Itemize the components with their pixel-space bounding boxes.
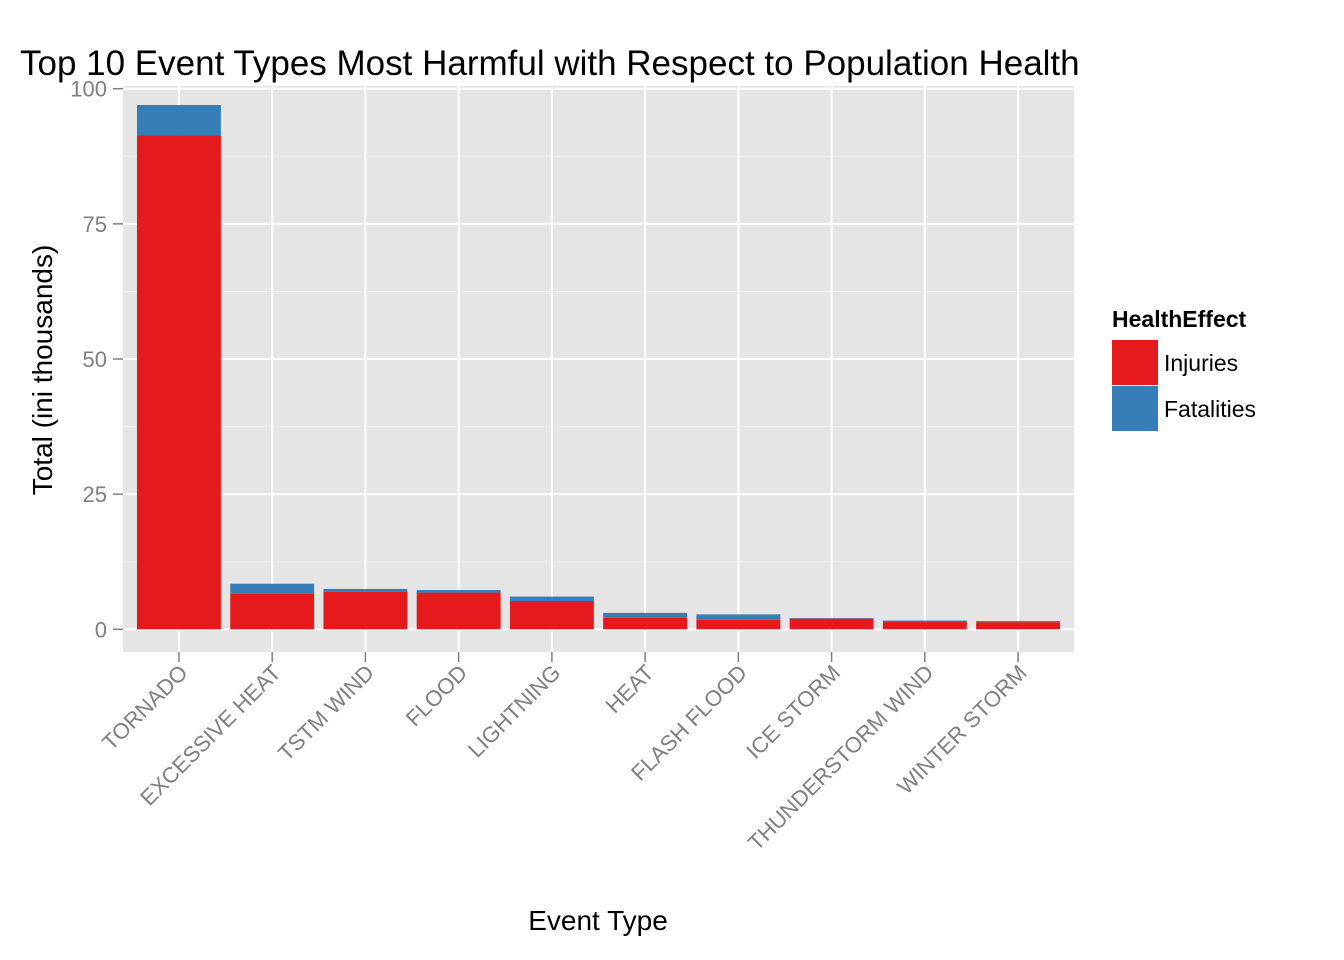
plot-panel [123,86,1074,652]
y-tick-label: 50 [83,347,107,372]
bar-injuries-flood [416,592,501,630]
x-tick-label: TORNADO [97,660,192,755]
bar-injuries-heat [603,617,688,630]
x-tick-label: FLOOD [401,660,472,731]
legend-key-injuries [1112,340,1158,385]
legend: HealthEffect Injuries Fatalities [1111,306,1256,432]
y-axis-title: Total (ini thousands) [27,245,58,496]
y-tick-label: 0 [95,617,107,642]
bar-injuries-lightning [509,601,594,630]
legend-key-fatalities [1112,386,1158,431]
bar-injuries-flash-flood [696,619,781,630]
bar-injuries-thunderstorm-wind [882,621,967,630]
y-tick-label: 100 [70,77,107,102]
y-axis: 0 25 50 75 100 [70,77,123,642]
x-axis-title: Event Type [528,905,668,936]
legend-label-injuries: Injuries [1164,350,1238,376]
bar-fatalities-tornado [136,105,221,136]
bar-fatalities-excessive-heat [230,583,315,594]
bar-fatalities-flood [416,590,501,593]
bar-fatalities-lightning [509,596,594,602]
x-tick-label: TSTM WIND [273,660,379,766]
bars [136,105,1061,630]
x-tick-label: THUNDERSTORM WIND [743,660,938,855]
chart-title: Top 10 Event Types Most Harmful with Res… [20,44,1080,83]
bar-injuries-tornado [136,135,221,630]
legend-items: Injuries Fatalities [1111,339,1256,432]
bar-fatalities-winter-storm [976,621,1061,623]
x-tick-label: LIGHTNING [463,660,565,762]
bar-injuries-tstm-wind [323,591,408,630]
legend-label-fatalities: Fatalities [1164,396,1256,422]
y-tick-label: 25 [83,482,107,507]
legend-title: HealthEffect [1112,306,1247,332]
bar-injuries-excessive-heat [230,593,315,630]
x-tick-label: HEAT [601,660,659,718]
grid-lines [123,86,1074,652]
x-tick-label: ICE STORM [741,660,845,764]
bar-fatalities-heat [603,612,688,618]
bar-fatalities-tstm-wind [323,588,408,592]
y-tick-label: 75 [83,212,107,237]
bar-fatalities-flash-flood [696,614,781,620]
bar-fatalities-thunderstorm-wind [882,620,967,622]
bar-injuries-winter-storm [976,622,1061,630]
bar-injuries-ice-storm [789,618,874,630]
